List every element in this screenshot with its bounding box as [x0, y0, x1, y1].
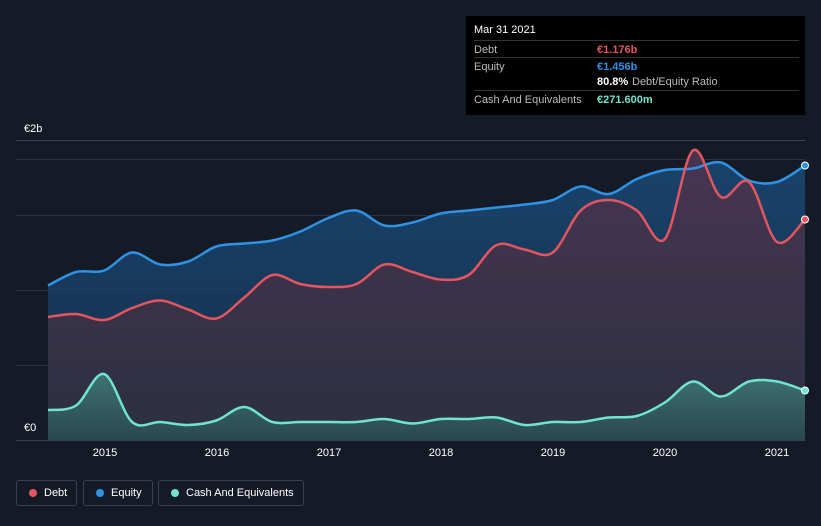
legend-dot-icon [171, 489, 179, 497]
legend-item-debt[interactable]: Debt [16, 480, 77, 506]
x-tick-label: 2018 [428, 447, 454, 459]
legend-item-cash[interactable]: Cash And Equivalents [158, 480, 304, 506]
tooltip-label: Cash And Equivalents [474, 94, 582, 106]
tooltip-row-cash: Cash And Equivalents €271.600m [474, 90, 799, 107]
tooltip-value: €271.600m [597, 94, 653, 106]
tooltip-value: €1.456b [597, 61, 638, 73]
tooltip-row-equity: Equity €1.456b [474, 57, 799, 74]
legend-label: Equity [111, 487, 142, 499]
legend-item-equity[interactable]: Equity [83, 480, 153, 506]
y-tick-label-zero: €0 [24, 422, 37, 434]
y-tick-label-top: €2b [24, 123, 43, 135]
legend-label: Cash And Equivalents [186, 487, 294, 499]
legend-dot-icon [29, 489, 37, 497]
x-tick-label: 2020 [652, 447, 678, 459]
cash-end-marker [801, 386, 809, 395]
legend-label: Debt [44, 487, 68, 499]
tooltip-row-ratio: 80.8% Debt/Equity Ratio [474, 73, 799, 89]
tooltip-row-debt: Debt €1.176b [474, 40, 799, 57]
x-tick-label: 2019 [540, 447, 566, 459]
debt-area [48, 149, 805, 441]
equity-end-marker [801, 161, 809, 170]
cash-area [48, 373, 805, 440]
cash-line [47, 372, 806, 427]
end-markers [801, 161, 809, 395]
x-tick-label: 2015 [92, 447, 118, 459]
debt-line [47, 148, 806, 322]
series-lines [47, 148, 806, 427]
legend-dot-icon [96, 489, 104, 497]
x-tick-label: 2016 [204, 447, 230, 459]
equity-line [47, 160, 806, 287]
tooltip-value: 80.8% [597, 76, 629, 88]
debt-end-marker [801, 215, 809, 224]
tooltip-label: Debt [474, 44, 498, 56]
tooltip-label: Equity [474, 61, 505, 73]
tooltip-panel: Mar 31 2021 Debt €1.176b Equity €1.456b … [466, 16, 805, 115]
x-tick-label: 2021 [764, 447, 790, 459]
x-tick-label: 2017 [316, 447, 342, 459]
tooltip-date: Mar 31 2021 [474, 24, 536, 36]
tooltip-extra: Debt/Equity Ratio [632, 76, 718, 88]
area-fills [48, 149, 805, 441]
tooltip-value: €1.176b [597, 44, 638, 56]
